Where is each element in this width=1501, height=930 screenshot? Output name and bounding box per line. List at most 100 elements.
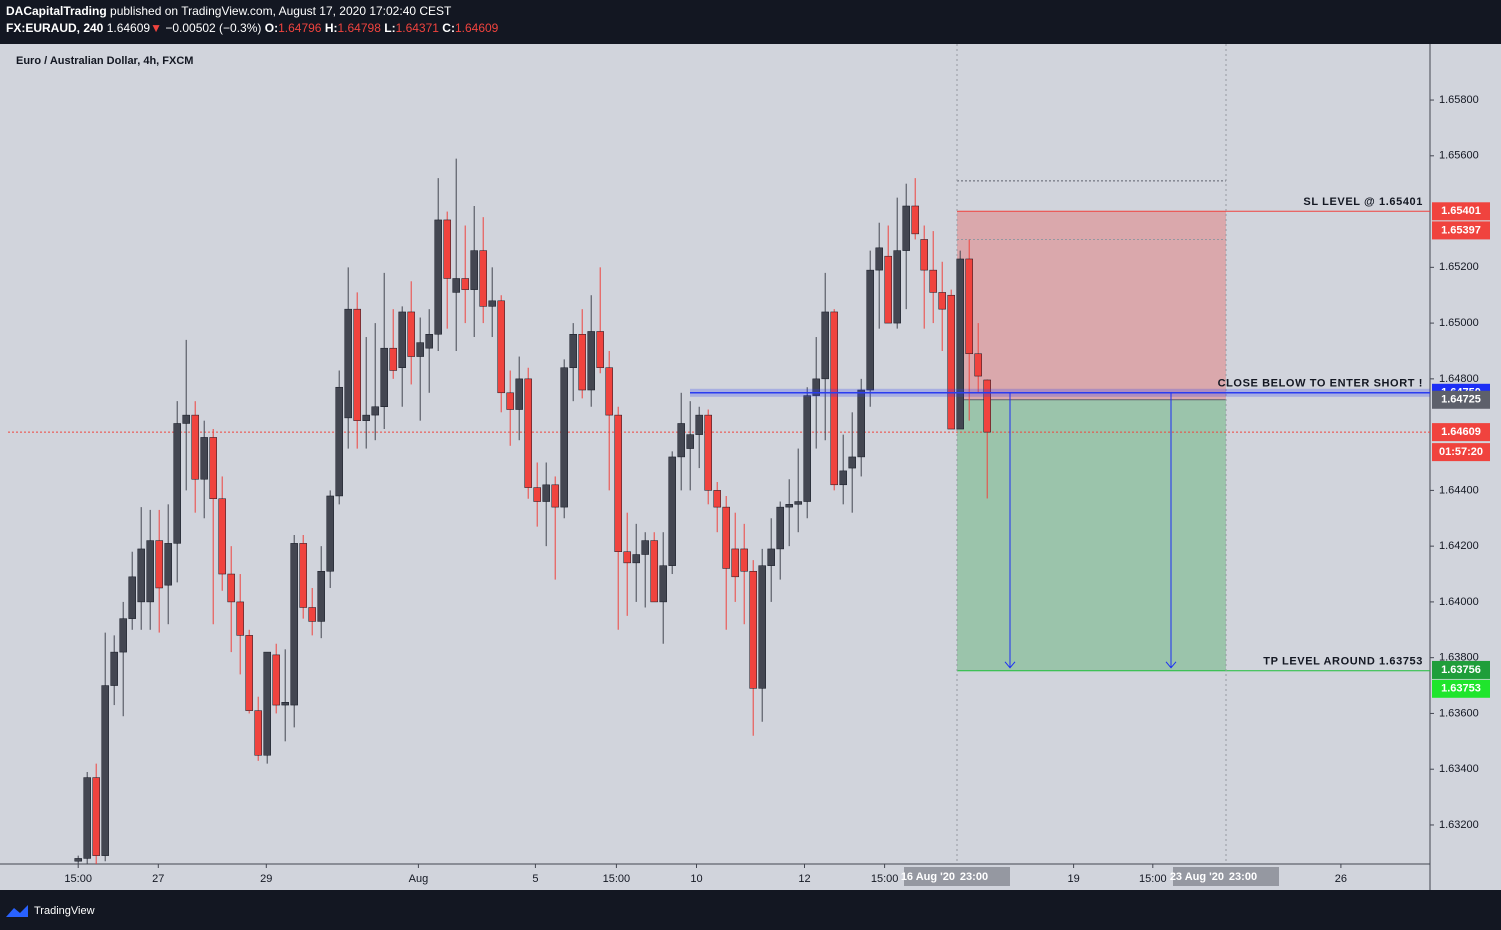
last: 1.64609 <box>106 21 151 35</box>
candle-body <box>875 247 883 271</box>
candle-body <box>749 570 757 689</box>
candle-body <box>515 378 523 410</box>
x-tick-label: 27 <box>152 873 164 885</box>
price-label: 1.63753 <box>1441 683 1481 695</box>
date-label-bg <box>904 867 1010 886</box>
candle-body <box>794 501 802 505</box>
price-label-bg <box>1432 202 1490 221</box>
candle-body <box>767 548 775 566</box>
candle-body <box>560 367 568 508</box>
candle-body <box>308 607 316 622</box>
candle-body <box>920 239 928 271</box>
footer-bg <box>0 890 1501 930</box>
price-label-bg <box>1432 679 1490 698</box>
candle-body <box>605 367 613 416</box>
author: DACapitalTrading <box>6 4 107 18</box>
candle-body <box>209 437 217 500</box>
candle-body <box>524 378 532 488</box>
candle-body <box>587 331 595 391</box>
candle-body <box>200 437 208 480</box>
candle-body <box>623 551 631 564</box>
candle-body <box>866 269 874 391</box>
y-tick-label: 1.63600 <box>1439 707 1479 719</box>
candle-body <box>857 389 865 458</box>
date-label-bg <box>1173 867 1279 886</box>
x-tick-label: 26 <box>1335 873 1347 885</box>
candle-body <box>128 576 136 619</box>
candle-body <box>938 292 946 310</box>
price-label-bg <box>1432 423 1490 442</box>
y-tick-label: 1.65000 <box>1439 317 1479 329</box>
arrow-head <box>1004 661 1016 669</box>
candle-body <box>542 484 550 502</box>
candle-body <box>272 654 280 706</box>
candle-body <box>776 506 784 550</box>
candle-body <box>137 548 145 603</box>
header-bg <box>0 0 1501 44</box>
candle-body <box>281 702 289 706</box>
candle-body <box>821 311 829 380</box>
candle-body <box>686 434 694 449</box>
candle-body <box>299 543 307 608</box>
candle-body <box>983 379 991 433</box>
candle-body <box>164 543 172 586</box>
candle-body <box>344 308 352 419</box>
arrow-head <box>1165 661 1177 669</box>
date-label: 16 Aug '20 <box>901 871 955 883</box>
x-tick-label: 15:00 <box>603 873 631 885</box>
price-label-bg <box>1432 221 1490 240</box>
candle-body <box>218 498 226 575</box>
candle-body <box>677 423 685 458</box>
candle-body <box>398 311 406 368</box>
candle-body <box>884 255 892 324</box>
candle-body <box>83 777 91 859</box>
y-tick-label: 1.65800 <box>1439 94 1479 106</box>
h-label: H: <box>324 21 338 35</box>
y-tick-label: 1.64400 <box>1439 484 1479 496</box>
candle-body <box>236 601 244 636</box>
price-label: 1.64609 <box>1441 426 1481 438</box>
countdown-bg <box>1432 443 1490 462</box>
candle-body <box>191 414 199 480</box>
l-label: L: <box>384 21 396 35</box>
candle-body <box>407 311 415 357</box>
y-tick-label: 1.64200 <box>1439 540 1479 552</box>
candle-body <box>452 278 460 293</box>
candle-body <box>704 414 712 491</box>
candle-body <box>758 565 766 689</box>
price-label-bg <box>1432 390 1490 409</box>
price-label: 1.65401 <box>1441 205 1481 217</box>
candle-body <box>650 540 658 603</box>
candle-body <box>362 414 370 421</box>
candle-body <box>533 487 541 502</box>
date-label: 23 Aug '20 <box>1170 871 1224 883</box>
price-label: 1.64725 <box>1441 394 1481 406</box>
candle-body <box>254 710 262 756</box>
target-zone <box>957 399 1226 671</box>
candle-body <box>830 311 838 486</box>
y-tick-label: 1.65600 <box>1439 150 1479 162</box>
x-tick-label: 12 <box>798 873 810 885</box>
candle-body <box>479 250 487 307</box>
candle-body <box>956 258 964 430</box>
l: 1.64371 <box>395 21 439 35</box>
candle-body <box>785 504 793 508</box>
candle-body <box>578 333 586 391</box>
date-label-time: 23:00 <box>960 871 988 883</box>
candle-body <box>101 685 109 856</box>
y-tick-label: 1.63800 <box>1439 652 1479 664</box>
candle-body <box>497 300 505 394</box>
candle-body <box>713 490 721 508</box>
candle-body <box>659 565 667 603</box>
x-tick-label: 5 <box>532 873 538 885</box>
h: 1.64798 <box>337 21 381 35</box>
footer-brand: TradingView <box>34 905 95 917</box>
candle-body <box>812 378 820 396</box>
date-label-time: 23:00 <box>1229 871 1257 883</box>
candle-body <box>335 386 343 497</box>
candle-body <box>893 250 901 324</box>
c-label: C: <box>442 21 455 35</box>
candle-body <box>569 333 577 368</box>
candle-body <box>974 353 982 377</box>
